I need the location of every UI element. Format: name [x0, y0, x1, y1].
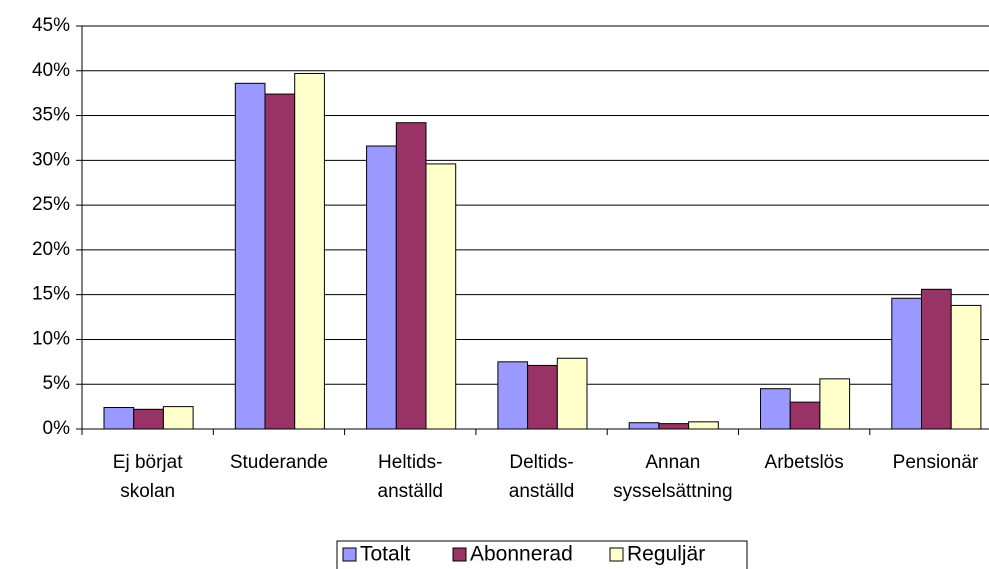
bar: [891, 297, 922, 430]
x-tick-label: Studerande: [230, 452, 328, 473]
y-tick-label: 20%: [32, 239, 70, 260]
y-tick-label: 0%: [43, 418, 71, 439]
y-tick-label: 10%: [32, 328, 70, 349]
bar: [103, 407, 135, 430]
bar: [688, 421, 719, 430]
x-tick-label: Heltids-anställd: [378, 452, 444, 502]
y-tick-label: 30%: [32, 149, 70, 170]
bar: [819, 378, 851, 430]
bar: [497, 361, 529, 430]
bar: [789, 401, 821, 430]
legend-swatch: [452, 547, 467, 562]
bar: [950, 304, 982, 430]
bar: [921, 288, 952, 430]
bar: [133, 408, 164, 430]
bar: [264, 93, 296, 430]
x-tick-label: Annan sysselsättning: [613, 452, 732, 502]
legend-label: Reguljär: [627, 543, 705, 566]
bar: [527, 364, 558, 430]
bar: [658, 423, 690, 430]
legend-label: Totalt: [360, 543, 410, 566]
legend-box: [336, 540, 748, 569]
y-tick-label: 15%: [32, 284, 70, 305]
bar: [760, 388, 791, 430]
x-tick-label: Ej börjat skolan: [113, 452, 183, 502]
x-tick-label: Arbetslös: [765, 452, 844, 473]
legend-swatch: [609, 547, 624, 562]
x-tick-label: Deltids-anställd: [509, 452, 575, 502]
y-tick-label: 25%: [32, 194, 70, 215]
legend-swatch: [342, 547, 357, 562]
x-tick-label: Pensionär: [893, 452, 979, 473]
bar: [234, 82, 266, 430]
bar: [556, 357, 588, 430]
y-tick-label: 5%: [43, 373, 71, 394]
bar: [628, 422, 660, 430]
legend-label: Abonnerad: [470, 543, 573, 566]
y-tick-label: 35%: [32, 105, 70, 126]
y-tick-label: 40%: [32, 60, 70, 81]
bar: [395, 122, 427, 430]
bar: [162, 406, 194, 430]
y-tick-label: 45%: [32, 15, 70, 36]
bar: [294, 72, 325, 430]
bar: [366, 145, 397, 430]
bar: [425, 163, 457, 430]
